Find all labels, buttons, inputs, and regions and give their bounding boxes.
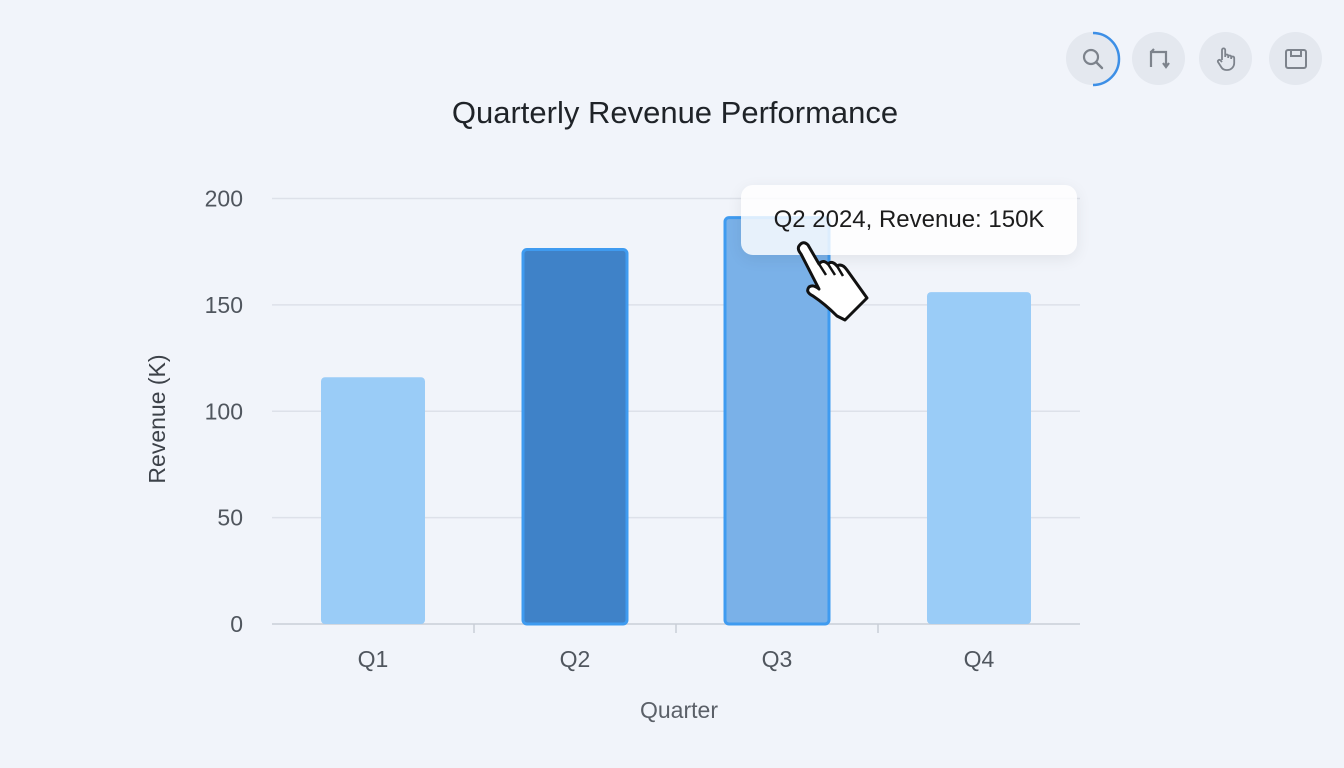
chart-title: Quarterly Revenue Performance xyxy=(451,95,899,130)
y-axis-label: Revenue (K) xyxy=(144,354,170,483)
x-axis-label: Quarter xyxy=(640,697,718,723)
y-tick-label: 150 xyxy=(205,292,243,318)
bar-q2[interactable] xyxy=(521,248,629,626)
hand-icon xyxy=(1216,47,1235,71)
loading-ring-icon xyxy=(1092,31,1121,87)
search-icon xyxy=(1082,48,1103,69)
save-icon xyxy=(1284,48,1307,69)
x-tick-label: Q1 xyxy=(358,646,389,672)
x-tick-label: Q2 xyxy=(560,646,591,672)
y-tick-label: 200 xyxy=(205,186,243,212)
hand-pointer-cursor-icon xyxy=(796,241,869,322)
x-tick-label: Q4 xyxy=(964,646,995,672)
pan-button[interactable] xyxy=(1132,32,1185,85)
bar-q1[interactable] xyxy=(321,377,425,624)
y-tick-label: 100 xyxy=(205,398,243,424)
bar-q4[interactable] xyxy=(927,292,1031,624)
zoom-button[interactable] xyxy=(1066,31,1121,87)
tooltip: Q2 2024, Revenue: 150K xyxy=(741,185,1077,255)
x-tick-label: Q3 xyxy=(762,646,793,672)
select-button[interactable] xyxy=(1199,32,1252,85)
save-button[interactable] xyxy=(1269,32,1322,85)
pan-icon xyxy=(1149,47,1170,69)
y-tick-label: 0 xyxy=(230,611,243,637)
y-tick-label: 50 xyxy=(217,505,243,531)
